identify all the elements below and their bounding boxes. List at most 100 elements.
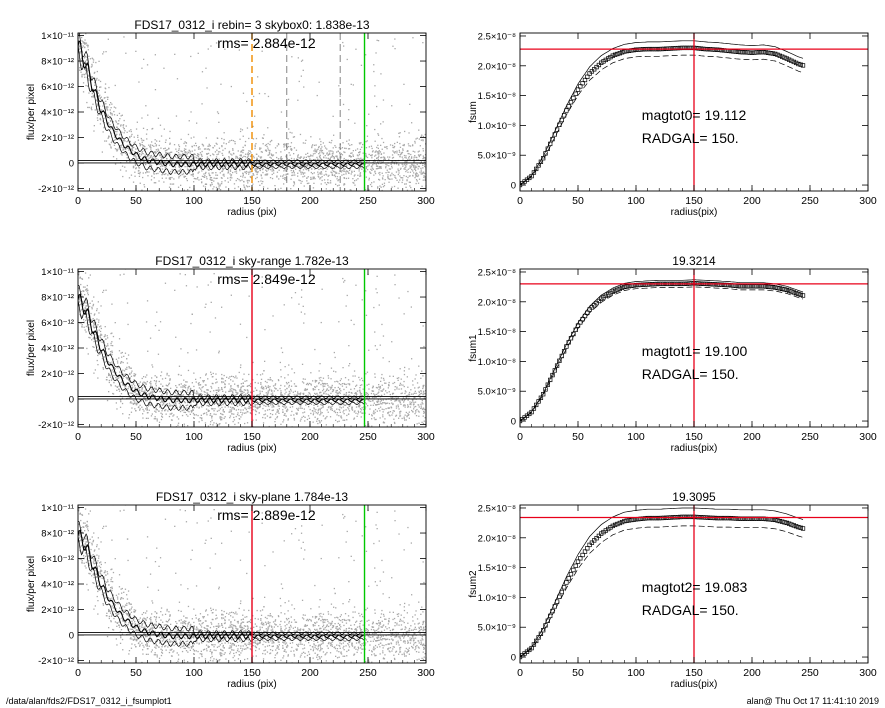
scatter-point bbox=[121, 371, 123, 373]
scatter-point bbox=[336, 151, 338, 153]
scatter-point bbox=[374, 171, 376, 173]
scatter-point bbox=[94, 369, 96, 371]
scatter-point bbox=[105, 107, 108, 109]
scatter-point bbox=[121, 397, 124, 399]
scatter-point bbox=[201, 150, 203, 153]
scatter-point bbox=[154, 375, 156, 377]
scatter-point bbox=[382, 399, 384, 401]
fsum-point bbox=[766, 50, 771, 55]
scatter-point bbox=[415, 415, 418, 417]
scatter-point bbox=[174, 402, 176, 404]
y-tick-label: 1.0×10⁻⁸ bbox=[478, 121, 516, 132]
scatter-point bbox=[191, 410, 193, 412]
scatter-point bbox=[194, 169, 197, 171]
scatter-point bbox=[321, 176, 323, 178]
scatter-point bbox=[130, 411, 133, 413]
scatter-point bbox=[83, 42, 85, 44]
scatter-point bbox=[134, 391, 136, 393]
fsum-point bbox=[680, 45, 685, 51]
scatter-point bbox=[210, 179, 212, 181]
x-tick-label: 150 bbox=[243, 195, 261, 207]
scatter-point bbox=[83, 326, 85, 328]
scatter-point bbox=[411, 398, 413, 401]
scatter-point bbox=[336, 402, 338, 404]
scatter-point bbox=[195, 145, 197, 147]
scatter-point bbox=[212, 408, 214, 410]
scatter-point bbox=[93, 96, 95, 98]
scatter-point bbox=[218, 404, 221, 406]
scatter-point bbox=[149, 164, 151, 166]
scatter-point bbox=[368, 400, 370, 402]
scatter-point bbox=[422, 155, 424, 157]
scatter-point bbox=[279, 387, 281, 390]
scatter-point bbox=[299, 435, 300, 436]
scatter-point bbox=[314, 168, 316, 170]
scatter-point bbox=[281, 164, 284, 167]
scatter-point bbox=[339, 379, 341, 382]
scatter-point bbox=[317, 405, 319, 407]
scatter-point bbox=[264, 174, 266, 176]
scatter-point bbox=[330, 182, 332, 184]
scatter-point bbox=[119, 371, 121, 373]
scatter-point bbox=[207, 189, 210, 191]
scatter-point bbox=[134, 154, 136, 157]
scatter-point bbox=[298, 179, 300, 181]
scatter-point bbox=[293, 383, 296, 385]
scatter-point bbox=[186, 407, 188, 409]
scatter-point bbox=[235, 155, 237, 157]
scatter-point bbox=[334, 411, 337, 414]
scatter-point bbox=[266, 415, 269, 417]
scatter-point bbox=[407, 176, 409, 179]
scatter-point bbox=[256, 168, 258, 170]
scatter-point bbox=[353, 370, 356, 372]
scatter-point bbox=[269, 141, 271, 143]
scatter-point bbox=[337, 159, 340, 161]
scatter-point bbox=[360, 409, 363, 411]
scatter-point bbox=[123, 127, 125, 130]
scatter-point bbox=[128, 177, 131, 179]
scatter-point bbox=[330, 142, 332, 144]
scatter-point bbox=[205, 183, 208, 185]
scatter-point bbox=[356, 390, 359, 392]
scatter-point bbox=[131, 387, 133, 389]
scatter-point bbox=[329, 161, 331, 163]
scatter-point bbox=[129, 373, 131, 375]
scatter-point bbox=[353, 170, 355, 172]
scatter-point bbox=[220, 416, 222, 418]
scatter-point bbox=[201, 103, 203, 105]
scatter-point bbox=[176, 407, 178, 409]
scatter-point bbox=[139, 171, 141, 174]
scatter-point bbox=[178, 365, 181, 367]
scatter-point bbox=[242, 173, 244, 175]
scatter-point bbox=[161, 378, 164, 380]
scatter-point bbox=[159, 406, 161, 408]
scatter-point bbox=[216, 111, 219, 113]
scatter-point bbox=[392, 382, 394, 385]
scatter-point bbox=[212, 372, 214, 375]
scatter-point bbox=[358, 168, 361, 170]
scatter-point bbox=[271, 164, 274, 166]
scatter-point bbox=[330, 392, 332, 394]
scatter-point bbox=[297, 99, 299, 101]
fsum-point bbox=[719, 48, 724, 53]
fsum-point bbox=[619, 50, 625, 55]
scatter-point bbox=[407, 399, 409, 401]
scatter-point bbox=[137, 172, 140, 174]
scatter-point bbox=[376, 275, 378, 277]
scatter-point bbox=[397, 154, 399, 156]
scatter-point bbox=[170, 396, 173, 399]
scatter-point bbox=[353, 417, 356, 419]
scatter-point bbox=[130, 401, 132, 403]
scatter-point bbox=[216, 389, 218, 391]
scatter-point bbox=[265, 399, 268, 401]
scatter-point bbox=[356, 154, 359, 156]
scatter-point bbox=[153, 380, 156, 382]
scatter-point bbox=[348, 155, 350, 157]
scatter-point bbox=[225, 164, 227, 166]
scatter-point bbox=[142, 176, 144, 179]
scatter-point bbox=[269, 143, 271, 146]
scatter-point bbox=[404, 130, 406, 133]
scatter-point bbox=[371, 169, 373, 171]
scatter-point bbox=[411, 401, 413, 404]
scatter-point bbox=[281, 158, 283, 160]
